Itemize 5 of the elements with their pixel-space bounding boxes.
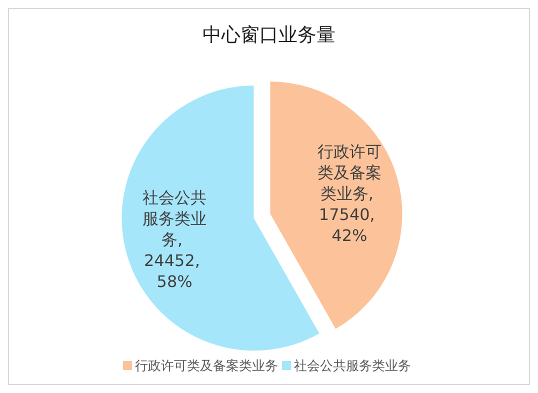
legend-label: 社会公共服务类业务 xyxy=(294,359,411,374)
data-label: 行政许可类及备案类业务, 17540, 42% xyxy=(317,142,382,245)
legend-label: 行政许可类及备案类业务 xyxy=(135,358,278,374)
data-label: 社会公共服务类业务, 24452, 58% xyxy=(142,188,207,292)
chart-title: 中心窗口业务量 xyxy=(202,24,336,46)
